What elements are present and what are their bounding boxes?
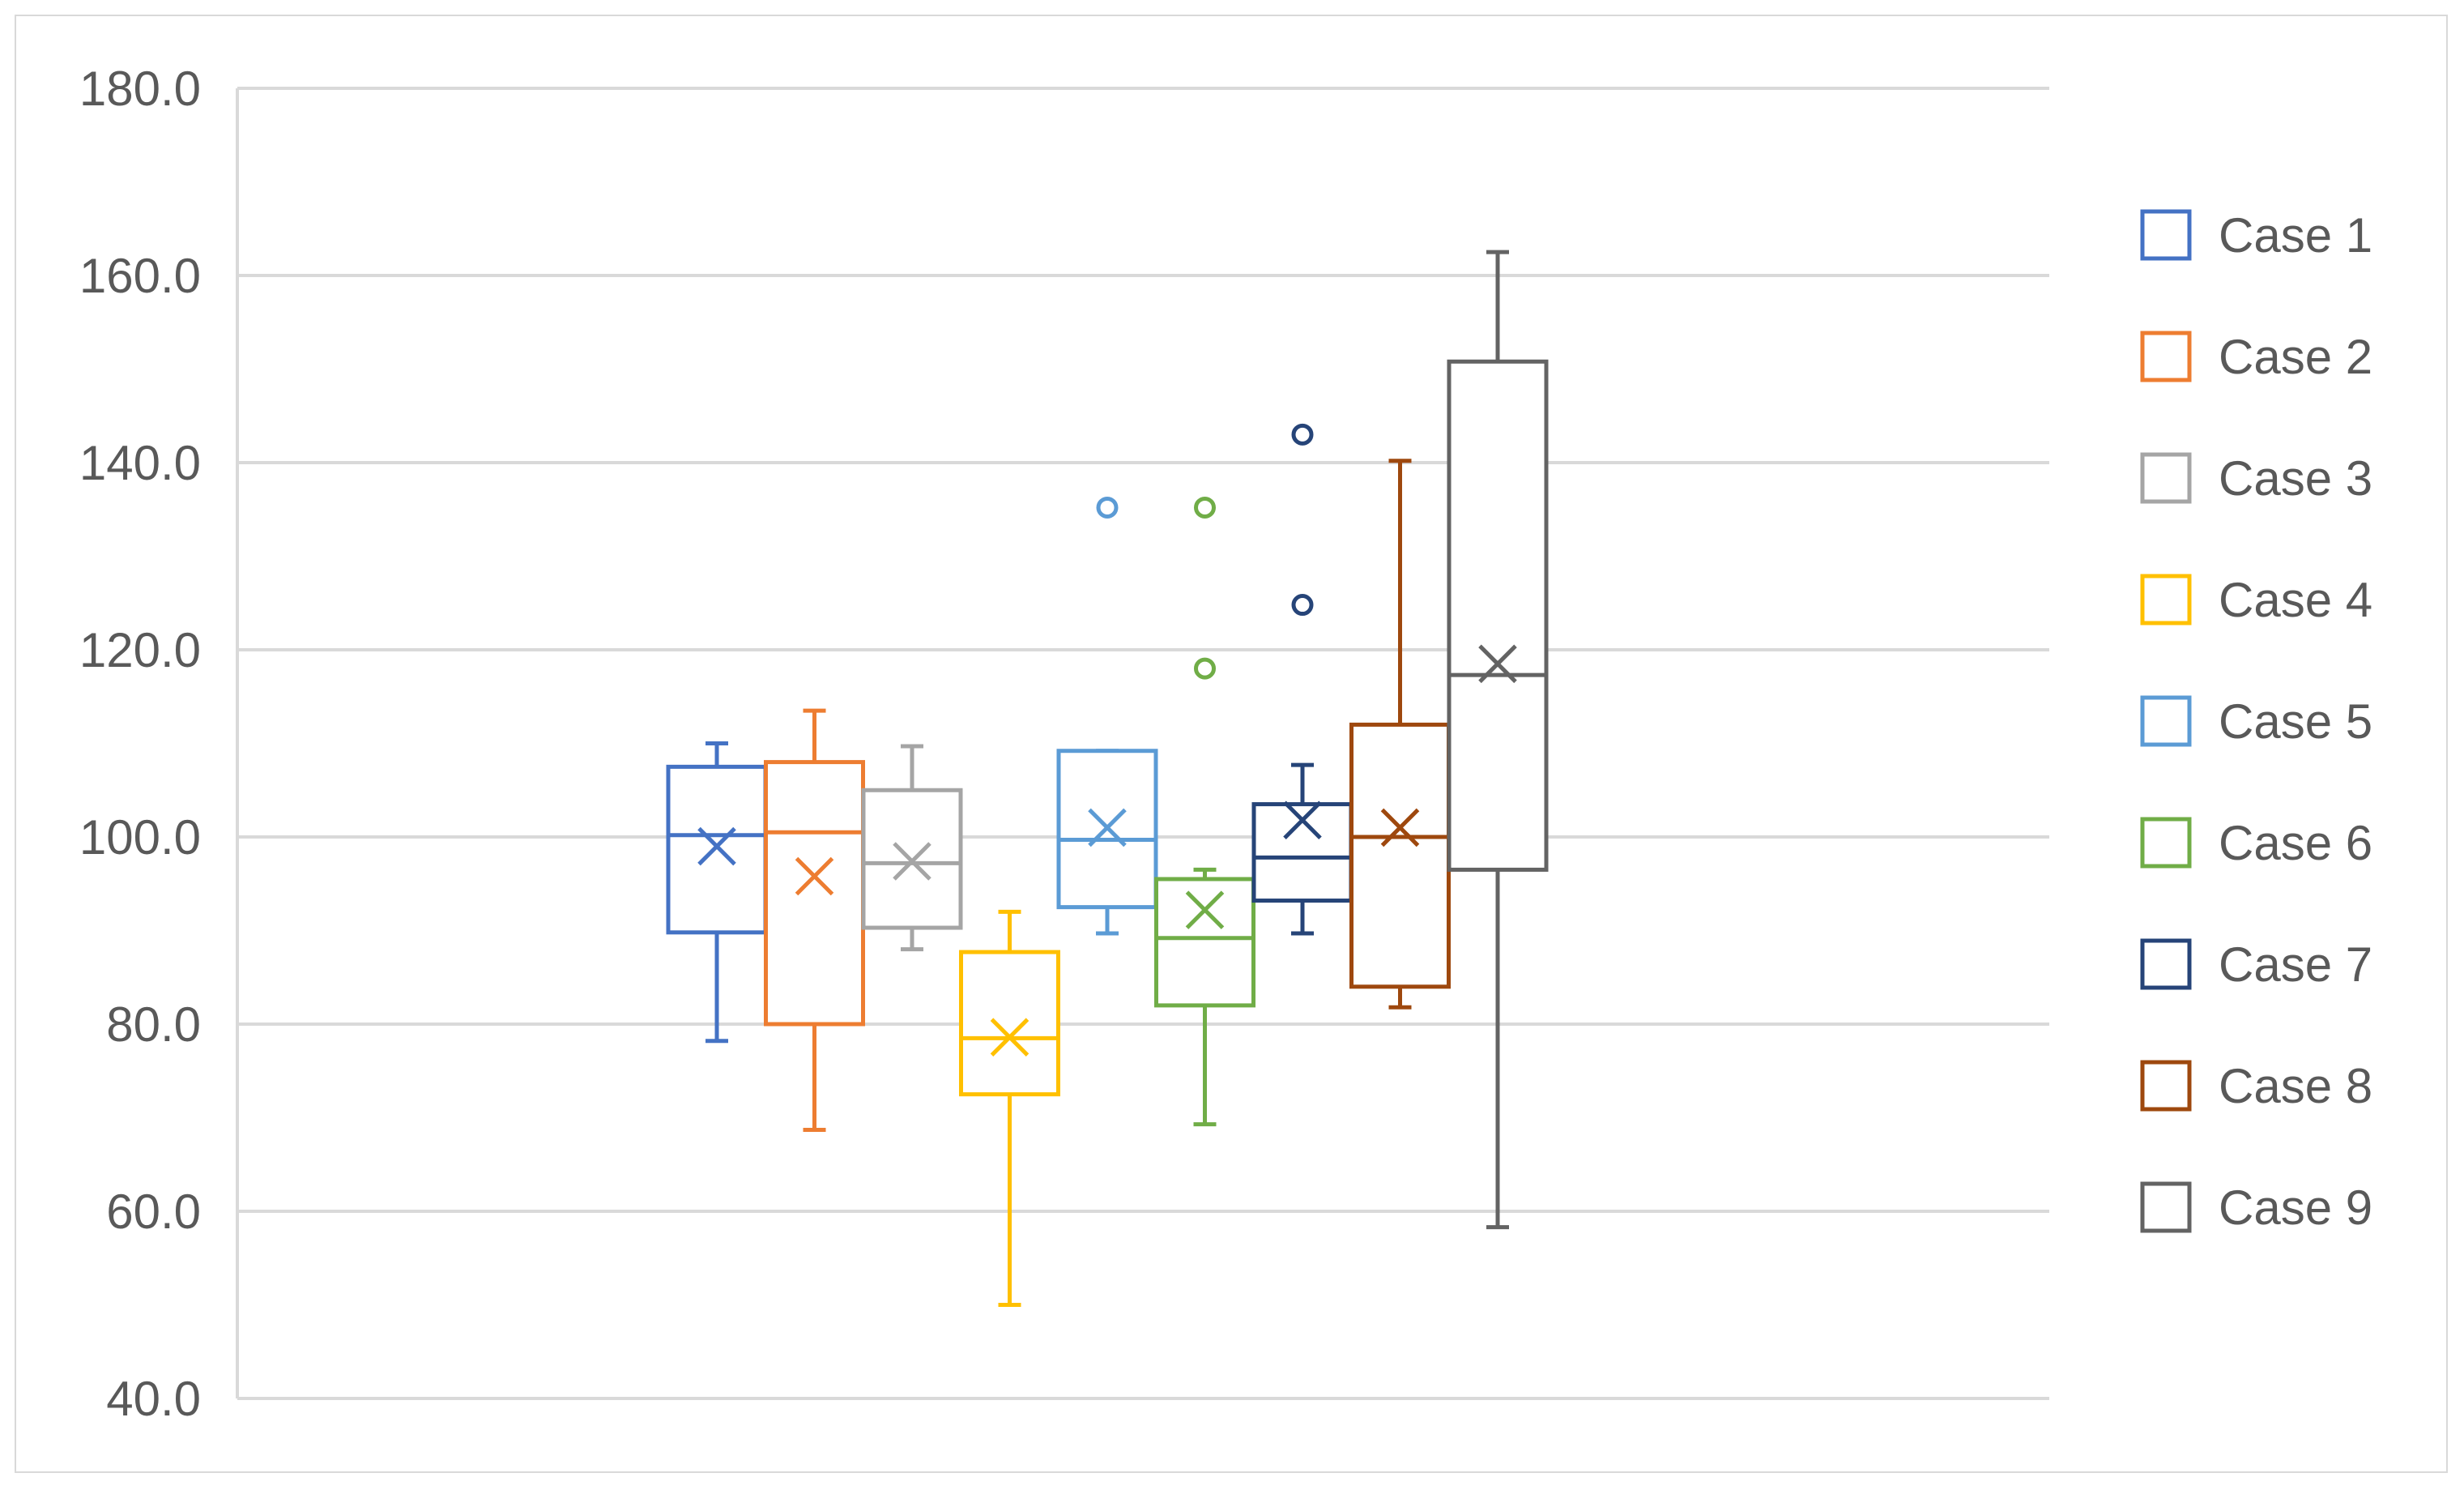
box-iqr [1154, 877, 1255, 1008]
y-tick-label: 40.0 [106, 1372, 201, 1426]
legend-item-4: Case 4 [2140, 573, 2372, 627]
legend-label: Case 8 [2219, 1059, 2372, 1113]
legend-label: Case 4 [2219, 573, 2372, 627]
legend-label: Case 1 [2219, 208, 2372, 263]
box-iqr [959, 950, 1060, 1097]
chart-frame: 40.0 60.0 80.0 100.0 120.0 140.0 160.0 180.0 Ca… [15, 15, 2448, 1473]
y-tick-label: 120.0 [79, 623, 201, 677]
box-iqr [666, 764, 768, 935]
legend-label: Case 2 [2219, 330, 2372, 384]
legend-swatch [2140, 1181, 2192, 1233]
y-tick-label: 80.0 [106, 997, 201, 1052]
box-plot-chart: 40.0 60.0 80.0 100.0 120.0 140.0 160.0 180.0 Ca… [79, 62, 2372, 1426]
legend-label: Case 6 [2219, 816, 2372, 870]
box-9 [1447, 250, 1549, 1230]
legend-item-1: Case 1 [2140, 208, 2372, 263]
mean-marker [990, 1018, 1030, 1057]
box-iqr [764, 760, 865, 1027]
mean-marker [1185, 890, 1225, 929]
mean-marker [795, 856, 834, 896]
box-6 [1154, 496, 1255, 1127]
box-3 [861, 744, 963, 952]
box-5 [1056, 496, 1158, 936]
box-1 [666, 741, 768, 1044]
legend-item-6: Case 6 [2140, 816, 2372, 870]
legend-label: Case 5 [2219, 694, 2372, 749]
mean-marker [1478, 644, 1517, 684]
y-tick-label: 140.0 [79, 436, 201, 490]
box-7 [1251, 423, 1353, 936]
legend-label: Case 3 [2219, 451, 2372, 506]
box-2 [764, 708, 865, 1133]
y-axis-tick-labels: 40.0 60.0 80.0 100.0 120.0 140.0 160.0 180.0 [79, 62, 201, 1426]
legend-item-9: Case 9 [2140, 1180, 2372, 1235]
legend-swatch [2140, 331, 2192, 382]
box-iqr [1349, 722, 1451, 989]
legend-item-7: Case 7 [2140, 937, 2372, 992]
legend: Case 1 Case 2 Case 3 Case 4 Case 5 Case 6 Case… [2140, 208, 2372, 1235]
y-tick-label: 160.0 [79, 249, 201, 303]
mean-marker [697, 826, 736, 866]
legend-swatch [2140, 1060, 2192, 1112]
legend-item-2: Case 2 [2140, 330, 2372, 384]
mean-marker [1088, 808, 1127, 847]
y-tick-label: 100.0 [79, 810, 201, 865]
box-4 [959, 909, 1060, 1307]
legend-item-8: Case 8 [2140, 1059, 2372, 1113]
outlier-point [1291, 423, 1314, 446]
mean-marker [1283, 801, 1322, 839]
outlier-point [1194, 657, 1216, 680]
gridlines [236, 87, 2049, 1400]
legend-swatch [2140, 817, 2192, 869]
legend-swatch [2140, 209, 2192, 261]
outlier-point [1291, 594, 1314, 617]
legend-label: Case 9 [2219, 1180, 2372, 1235]
y-tick-label: 60.0 [106, 1185, 201, 1239]
box-iqr [1447, 359, 1549, 872]
outlier-point [1096, 496, 1119, 519]
mean-marker [893, 842, 931, 881]
legend-swatch [2140, 452, 2192, 504]
box-8 [1349, 459, 1451, 1010]
legend-item-5: Case 5 [2140, 694, 2372, 749]
y-tick-label: 180.0 [79, 62, 201, 116]
legend-swatch [2140, 938, 2192, 990]
legend-swatch [2140, 574, 2192, 625]
legend-label: Case 7 [2219, 937, 2372, 992]
legend-item-3: Case 3 [2140, 451, 2372, 506]
box-series-group [666, 250, 1549, 1307]
outlier-point [1194, 496, 1216, 519]
legend-swatch [2140, 695, 2192, 747]
mean-marker [1380, 808, 1420, 847]
